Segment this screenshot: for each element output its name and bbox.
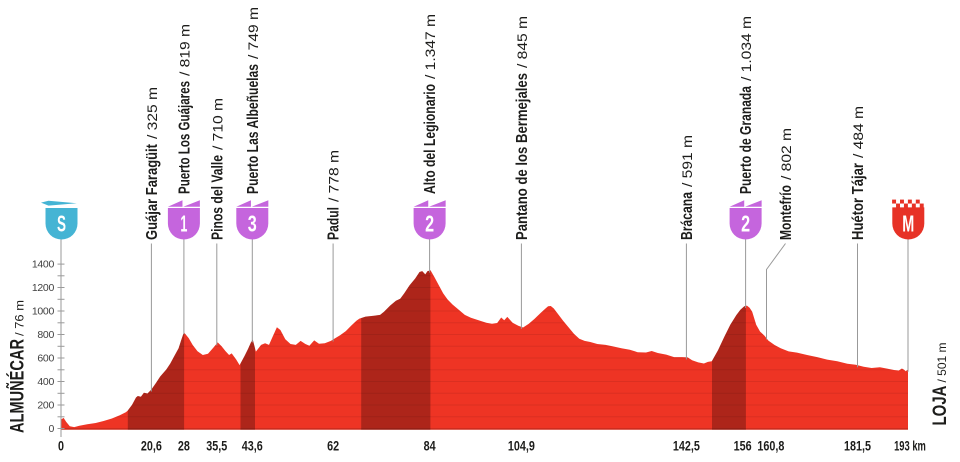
svg-text:Huétor Tájar: Huétor Tájar bbox=[850, 163, 867, 240]
svg-text:/ 591 m: / 591 m bbox=[679, 135, 695, 187]
svg-text:1400: 1400 bbox=[32, 259, 55, 271]
svg-text:/ 1.034 m: / 1.034 m bbox=[738, 16, 754, 81]
svg-text:/ 749 m: / 749 m bbox=[245, 7, 261, 59]
svg-text:Pinos del Valle: Pinos del Valle bbox=[209, 155, 226, 240]
svg-text:1200: 1200 bbox=[32, 282, 55, 294]
svg-text:LOJA: LOJA bbox=[930, 385, 951, 425]
svg-text:Guájar Faragüit: Guájar Faragüit bbox=[144, 144, 161, 240]
svg-text:28: 28 bbox=[178, 439, 190, 454]
svg-text:35,5: 35,5 bbox=[206, 439, 227, 454]
svg-text:Puerto de Granada: Puerto de Granada bbox=[738, 86, 755, 194]
svg-text:0: 0 bbox=[58, 439, 64, 454]
svg-text:Puerto Las Albeñuelas: Puerto Las Albeñuelas bbox=[245, 64, 262, 194]
svg-text:43,6: 43,6 bbox=[242, 439, 263, 454]
svg-text:200: 200 bbox=[37, 400, 54, 412]
svg-text:104,9: 104,9 bbox=[508, 439, 535, 454]
svg-text:400: 400 bbox=[37, 376, 54, 388]
svg-text:84: 84 bbox=[424, 439, 436, 454]
svg-text:1000: 1000 bbox=[32, 306, 55, 318]
svg-text:20,6: 20,6 bbox=[141, 439, 162, 454]
svg-text:156: 156 bbox=[734, 439, 752, 454]
svg-text:/ 710 m: / 710 m bbox=[209, 98, 225, 150]
svg-text:/ 819 m: / 819 m bbox=[176, 24, 192, 76]
svg-text:/ 802 m: / 802 m bbox=[778, 128, 794, 180]
svg-text:/ 778 m: / 778 m bbox=[326, 150, 342, 202]
svg-text:/ 1.347 m: / 1.347 m bbox=[422, 14, 438, 79]
svg-text:2: 2 bbox=[425, 211, 434, 237]
svg-text:Alto del Legionario: Alto del Legionario bbox=[422, 84, 439, 194]
svg-text:181,5: 181,5 bbox=[844, 439, 871, 454]
svg-text:0: 0 bbox=[48, 423, 54, 435]
svg-text:62: 62 bbox=[327, 439, 339, 454]
svg-text:Pantano de los Bermejales: Pantano de los Bermejales bbox=[514, 73, 531, 240]
svg-text:/ 76 m: / 76 m bbox=[13, 300, 27, 336]
svg-text:S: S bbox=[57, 211, 66, 237]
svg-text:M: M bbox=[902, 211, 914, 237]
svg-text:Padul: Padul bbox=[326, 207, 343, 240]
svg-text:3: 3 bbox=[248, 211, 257, 237]
svg-text:/ 484 m: / 484 m bbox=[850, 106, 866, 158]
svg-text:/ 325 m: / 325 m bbox=[144, 87, 160, 139]
svg-text:800: 800 bbox=[37, 329, 54, 341]
svg-text:600: 600 bbox=[37, 353, 54, 365]
svg-text:2: 2 bbox=[741, 211, 750, 237]
svg-text:Brácana: Brácana bbox=[679, 192, 696, 240]
svg-text:1: 1 bbox=[180, 211, 187, 237]
svg-text:142,5: 142,5 bbox=[673, 439, 700, 454]
svg-text:ALMUÑÉCAR: ALMUÑÉCAR bbox=[7, 339, 29, 433]
svg-text:193 km: 193 km bbox=[894, 439, 926, 454]
svg-text:Puerto Los Guájares: Puerto Los Guájares bbox=[176, 81, 193, 194]
svg-text:Montefrío: Montefrío bbox=[778, 185, 795, 240]
svg-text:/ 501 m: / 501 m bbox=[935, 343, 949, 383]
svg-text:/ 845 m: / 845 m bbox=[514, 16, 530, 68]
svg-text:160,8: 160,8 bbox=[757, 439, 784, 454]
